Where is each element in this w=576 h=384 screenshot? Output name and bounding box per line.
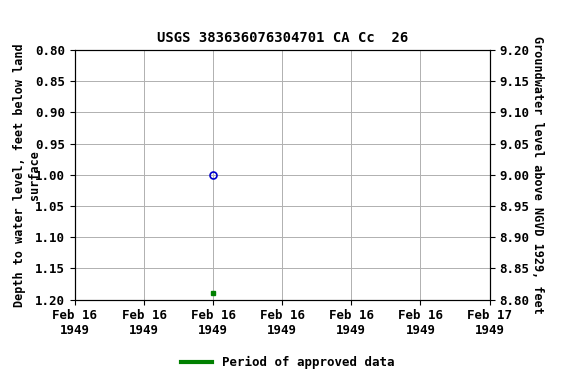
Title: USGS 383636076304701 CA Cc  26: USGS 383636076304701 CA Cc 26	[157, 31, 408, 45]
Legend: Period of approved data: Period of approved data	[176, 351, 400, 374]
Y-axis label: Groundwater level above NGVD 1929, feet: Groundwater level above NGVD 1929, feet	[531, 36, 544, 314]
Y-axis label: Depth to water level, feet below land
surface: Depth to water level, feet below land su…	[13, 43, 41, 306]
